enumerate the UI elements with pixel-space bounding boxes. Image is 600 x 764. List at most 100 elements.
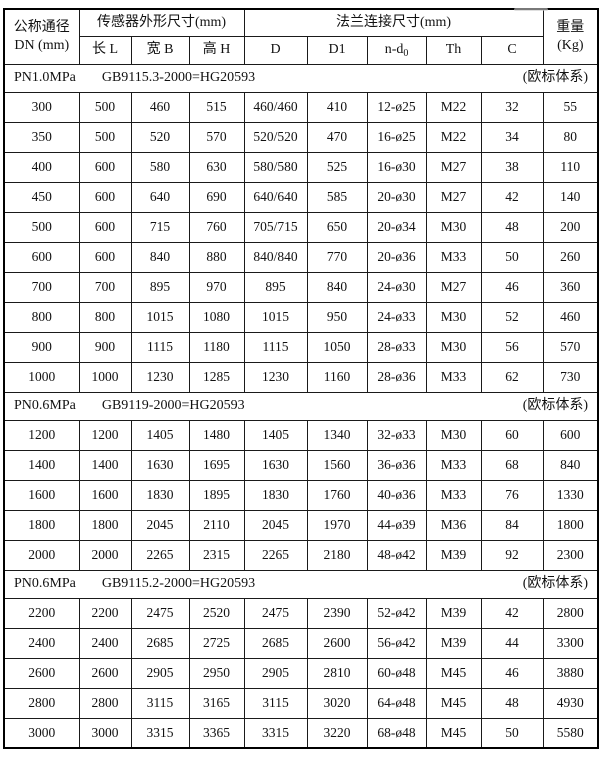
cell: 42 <box>480 597 544 629</box>
cell: 1200 <box>3 419 80 451</box>
cell: 68 <box>480 449 544 481</box>
cell: 52-ø42 <box>366 597 427 629</box>
cell: 84 <box>480 509 544 541</box>
cell: 48 <box>480 211 544 243</box>
cell: 2905 <box>243 657 308 689</box>
cell: 4930 <box>542 687 599 719</box>
cell: 760 <box>188 211 245 243</box>
table-header: 公称通径 DN (mm) 传感器外形尺寸(mm) 法兰连接尺寸(mm) 重量 (… <box>3 8 599 65</box>
column-header-d: D <box>243 35 308 65</box>
cell: M33 <box>425 479 482 511</box>
cell: 500 <box>78 91 132 123</box>
cell: 1400 <box>3 449 80 481</box>
cell: 64-ø48 <box>366 687 427 719</box>
cell: 570 <box>188 121 245 153</box>
cell: 20-ø36 <box>366 241 427 273</box>
cell: 2000 <box>3 539 80 571</box>
cell: 56 <box>480 331 544 363</box>
cell: 2200 <box>78 597 132 629</box>
column-header-weight: 重量 (Kg) <box>542 8 599 65</box>
cell: 640/640 <box>243 181 308 213</box>
cell: 2265 <box>243 539 308 571</box>
cell: 1560 <box>306 449 368 481</box>
table-row: 2200 2200 2475 2520 2475 2390 52-ø42 M39 42 2800 <box>3 597 599 629</box>
cell: 46 <box>480 657 544 689</box>
table-row: 350 500 520 570 520/520 470 16-ø25 M22 34 80 <box>3 121 599 153</box>
cell: 1340 <box>306 419 368 451</box>
cell: 840/840 <box>243 241 308 273</box>
cell: 3115 <box>130 687 190 719</box>
nd0-subscript: 0 <box>403 47 409 59</box>
cell: 880 <box>188 241 245 273</box>
section-standard-code: GB9115.2-2000=HG20593 <box>101 575 256 591</box>
cell: 16-ø30 <box>366 151 427 183</box>
cell: 2685 <box>243 627 308 659</box>
cell: 525 <box>306 151 368 183</box>
cell: M30 <box>425 301 482 333</box>
cell: M39 <box>425 627 482 659</box>
cell: 2475 <box>243 597 308 629</box>
section-pressure-rating: PN0.6MPa <box>14 397 76 413</box>
cell: 2315 <box>188 539 245 571</box>
cell: 80 <box>542 121 599 153</box>
cell: 970 <box>188 271 245 303</box>
cell: 1200 <box>78 419 132 451</box>
column-header-d1: D1 <box>306 35 368 65</box>
cell: 1000 <box>3 361 80 393</box>
cell: 60 <box>480 419 544 451</box>
cell: 46 <box>480 271 544 303</box>
cell: 1015 <box>243 301 308 333</box>
section-pressure-rating: PN1.0MPa <box>14 69 76 85</box>
cell: 1400 <box>78 449 132 481</box>
cell: 460 <box>130 91 190 123</box>
cell: M30 <box>425 419 482 451</box>
cell: 1480 <box>188 419 245 451</box>
cell: 50 <box>480 241 544 273</box>
cell: 1180 <box>188 331 245 363</box>
cell: 20-ø34 <box>366 211 427 243</box>
section-header-cell: PN0.6MPa GB9119-2000=HG20593 (欧标体系) <box>3 391 599 421</box>
cell: M22 <box>425 121 482 153</box>
cell: 5580 <box>542 717 599 749</box>
cell: 570 <box>542 331 599 363</box>
cell: 500 <box>78 121 132 153</box>
cell: 460 <box>542 301 599 333</box>
cell: 3365 <box>188 717 245 749</box>
cell: 715 <box>130 211 190 243</box>
cell: 2600 <box>78 657 132 689</box>
cell: 2300 <box>542 539 599 571</box>
cell: 690 <box>188 181 245 213</box>
section-header-cell: PN1.0MPa GB9115.3-2000=HG20593 (欧标体系) <box>3 63 599 93</box>
cell: 2000 <box>78 539 132 571</box>
column-header-th: Th <box>425 35 482 65</box>
cell: 700 <box>3 271 80 303</box>
cell: 2180 <box>306 539 368 571</box>
cell: 2390 <box>306 597 368 629</box>
cell: 3315 <box>130 717 190 749</box>
cell: 2600 <box>3 657 80 689</box>
cell: 2265 <box>130 539 190 571</box>
cell: 2800 <box>3 687 80 719</box>
cell: 1600 <box>78 479 132 511</box>
cropped-text-artifact <box>514 8 548 11</box>
cell: 36-ø36 <box>366 449 427 481</box>
cell: 600 <box>542 419 599 451</box>
section-header-cell: PN0.6MPa GB9115.2-2000=HG20593 (欧标体系) <box>3 569 599 599</box>
cell: 24-ø33 <box>366 301 427 333</box>
cell: 2200 <box>3 597 80 629</box>
cell: 520 <box>130 121 190 153</box>
cell: 450 <box>3 181 80 213</box>
cell: 1695 <box>188 449 245 481</box>
cell: 60-ø48 <box>366 657 427 689</box>
table-row: 3000 3000 3315 3365 3315 3220 68-ø48 M45 50 5580 <box>3 717 599 749</box>
column-header-c: C <box>480 35 544 65</box>
cell: 1115 <box>130 331 190 363</box>
cell: 460/460 <box>243 91 308 123</box>
cell: M39 <box>425 597 482 629</box>
cell: 16-ø25 <box>366 121 427 153</box>
cell: 200 <box>542 211 599 243</box>
cell: 600 <box>78 151 132 183</box>
cell: 3880 <box>542 657 599 689</box>
cell: 62 <box>480 361 544 393</box>
cell: 2905 <box>130 657 190 689</box>
